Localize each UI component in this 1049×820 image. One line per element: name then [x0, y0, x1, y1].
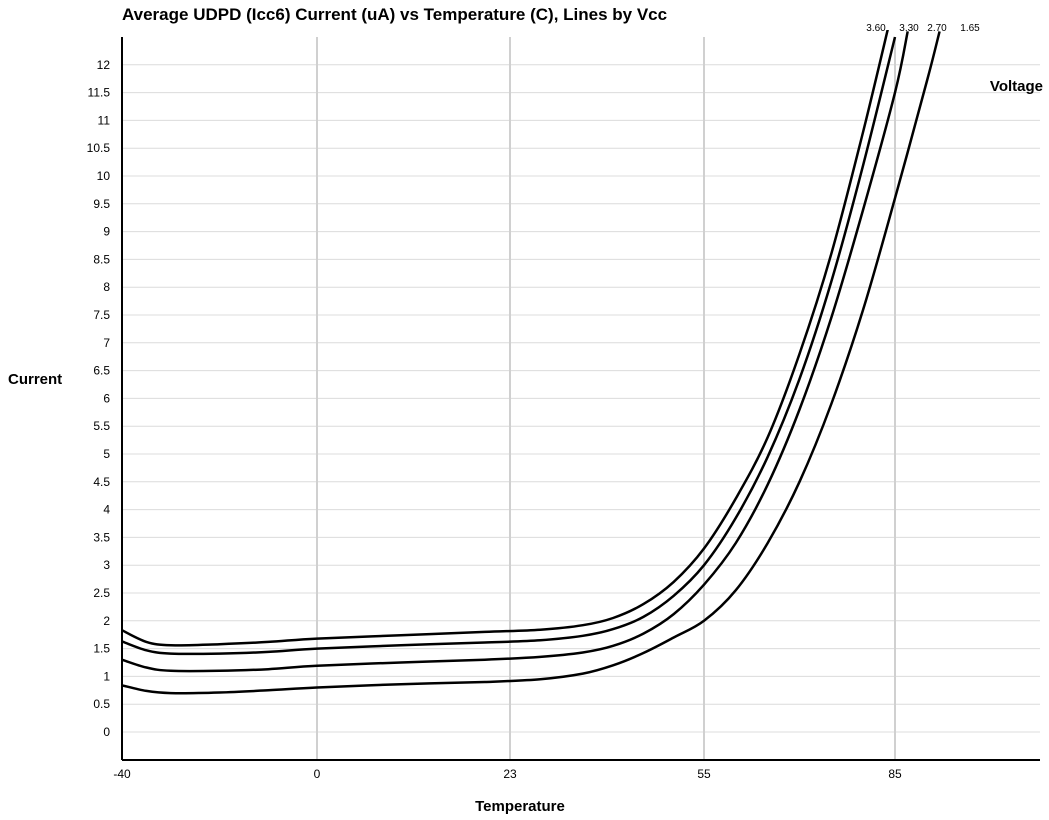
- series-line-3-60: [122, 30, 889, 647]
- series-line-3-30: [122, 36, 897, 656]
- y-tick-label: 7.5: [93, 308, 110, 322]
- axes: [121, 37, 1040, 761]
- x-tick-label: 55: [697, 767, 711, 781]
- chart-title: Average UDPD (Icc6) Current (uA) vs Temp…: [122, 5, 667, 24]
- x-tick-label: -40: [113, 767, 131, 781]
- y-tick-label: 0.5: [93, 697, 110, 711]
- y-tick-label: 6.5: [93, 364, 110, 378]
- y-tick-label: 1: [103, 669, 110, 683]
- y-tick-label: 11.5: [88, 86, 111, 100]
- y-tick-label: 9: [103, 225, 110, 239]
- series-label-1-65: 1.65: [960, 23, 980, 34]
- series-label-2-70: 2.70: [927, 23, 947, 34]
- y-tick-label: 8.5: [93, 252, 110, 266]
- y-axis-label: Current: [8, 371, 62, 388]
- x-tick-labels: -40 0 23 55 85: [113, 767, 902, 781]
- y-tick-label: 10: [97, 169, 111, 183]
- series-label-3-30: 3.30: [899, 23, 919, 34]
- x-tick-label: 85: [888, 767, 902, 781]
- y-tick-label: 4.5: [93, 475, 110, 489]
- y-tick-label: 2.5: [93, 586, 110, 600]
- x-tick-label: 23: [503, 767, 517, 781]
- y-tick-label: 3: [103, 558, 110, 572]
- y-tick-label: 12: [97, 58, 111, 72]
- y-tick-label: 7: [103, 336, 110, 350]
- y-tick-label: 0: [103, 725, 110, 739]
- y-tick-label: 8: [103, 280, 110, 294]
- y-tick-label: 1.5: [93, 642, 110, 656]
- y-tick-label: 5: [103, 447, 110, 461]
- y-tick-label: 2: [103, 614, 110, 628]
- series-labels: 3.60 3.30 2.70 1.65: [866, 23, 980, 34]
- y-tick-labels: 00.511.522.533.544.555.566.577.588.599.5…: [87, 58, 111, 739]
- series-line-2-70: [122, 31, 909, 673]
- y-tick-label: 10.5: [87, 141, 111, 155]
- y-tick-label: 6: [103, 391, 110, 405]
- x-tick-label: 0: [314, 767, 321, 781]
- series-label-3-60: 3.60: [866, 23, 886, 34]
- y-tick-label: 4: [103, 503, 110, 517]
- x-axis-label: Temperature: [475, 798, 565, 815]
- y-tick-label: 11: [98, 113, 111, 127]
- series-line-1-65: [122, 31, 941, 695]
- y-tick-label: 3.5: [93, 530, 110, 544]
- legend-title: Voltage: [990, 78, 1043, 95]
- series-lines: [122, 30, 941, 695]
- y-tick-label: 9.5: [93, 197, 110, 211]
- y-tick-label: 5.5: [93, 419, 110, 433]
